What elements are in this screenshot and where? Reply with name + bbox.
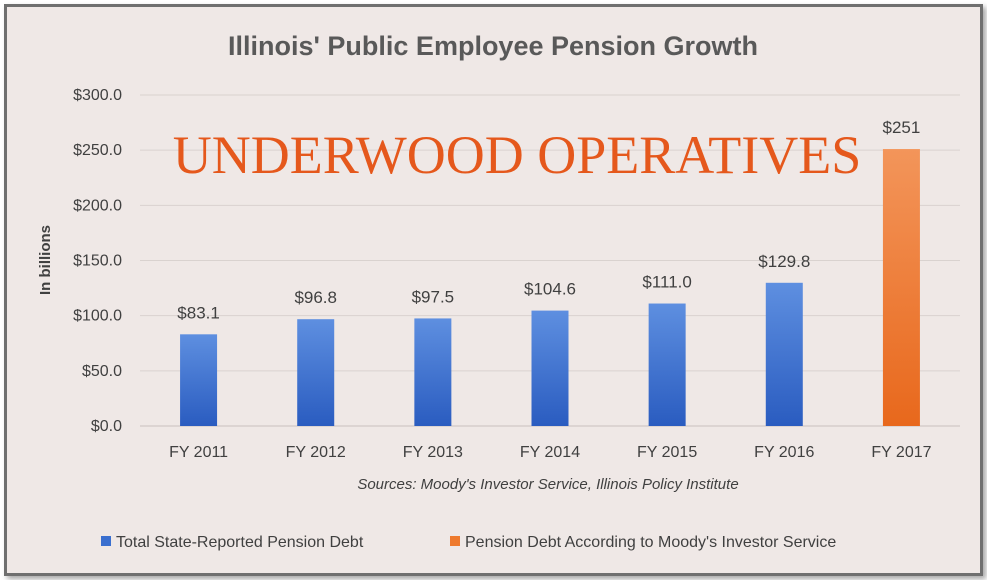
y-tick-label: $250.0 (73, 142, 122, 159)
y-tick-label: $50.0 (82, 363, 122, 380)
gridlines (140, 94, 960, 427)
y-tick-label: $300.0 (73, 87, 122, 104)
bar-fy-2014 (531, 310, 569, 426)
bars (180, 149, 920, 426)
x-tick-label: FY 2015 (637, 444, 697, 461)
legend-label: Total State-Reported Pension Debt (116, 534, 364, 551)
legend-label: Pension Debt According to Moody's Invest… (465, 534, 836, 551)
y-tick-label: $150.0 (73, 253, 122, 270)
x-tick-label: FY 2017 (871, 444, 931, 461)
bar-data-label: $111.0 (642, 273, 691, 292)
source-note: Sources: Moody's Investor Service, Illin… (357, 476, 738, 493)
bar-fy-2013 (414, 318, 452, 426)
bar-fy-2011 (180, 334, 218, 426)
bar-data-label: $97.5 (412, 287, 455, 306)
bar-data-label: $104.6 (524, 280, 576, 299)
y-tick-label: $200.0 (73, 197, 122, 214)
legend-swatch (450, 536, 460, 546)
x-tick-label: FY 2013 (403, 444, 463, 461)
bar-data-label: $83.1 (177, 303, 220, 322)
bar-fy-2012 (297, 319, 335, 426)
y-axis-label: In billions (37, 225, 54, 295)
x-tick-label: FY 2012 (286, 444, 346, 461)
y-tick-label: $100.0 (73, 308, 122, 325)
chart-title: Illinois' Public Employee Pension Growth (228, 31, 758, 61)
x-tick-label: FY 2016 (754, 444, 814, 461)
bar-data-label: $129.8 (758, 252, 810, 271)
bar-fy-2017 (882, 149, 920, 426)
bar-data-label: $251 (883, 118, 921, 137)
x-axis-ticks: FY 2011 FY 2012 FY 2013 FY 2014 FY 2015 FY 20… (169, 444, 932, 461)
x-tick-label: FY 2014 (520, 444, 580, 461)
bar-data-labels: $83.1 $96.8 $97.5 $104.6 $111.0 $129.8 $251 (177, 118, 920, 322)
y-axis-ticks: $0.0 $50.0 $100.0 $150.0 $200.0 $250.0 $300.0 (73, 87, 122, 435)
bar-fy-2015 (648, 303, 686, 426)
y-tick-label: $0.0 (91, 418, 122, 435)
chart-frame (4, 4, 983, 576)
legend-swatch (101, 536, 111, 546)
legend: Total State-Reported Pension Debt Pension… (101, 534, 836, 551)
bar-data-label: $96.8 (294, 288, 337, 307)
bar-fy-2016 (765, 282, 803, 426)
x-tick-label: FY 2011 (169, 444, 228, 461)
watermark-text: UNDERWOOD OPERATIVES (173, 125, 862, 185)
